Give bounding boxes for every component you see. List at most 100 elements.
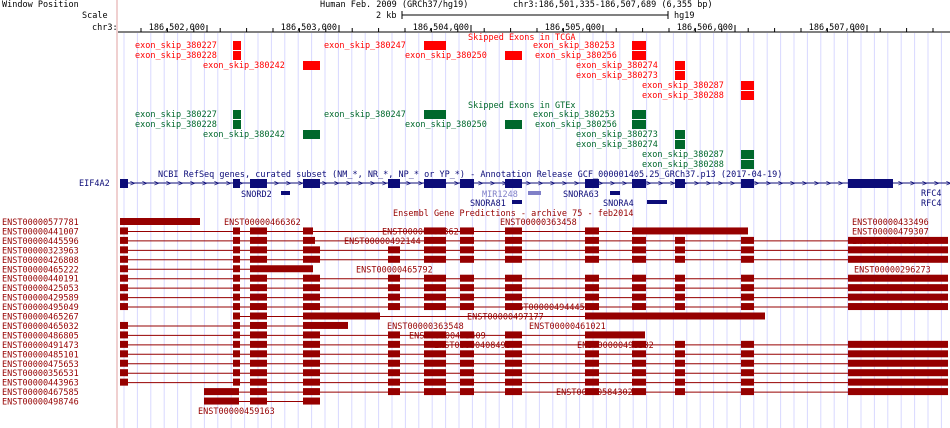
transcript-exon[interactable] [424, 303, 446, 311]
transcript-exon[interactable] [585, 274, 599, 282]
transcript-exon[interactable] [585, 227, 599, 235]
transcript-exon[interactable] [632, 369, 646, 377]
transcript-exon[interactable] [424, 236, 446, 244]
transcript-exon[interactable] [460, 293, 474, 301]
transcript-exon[interactable] [233, 255, 240, 263]
transcript-exon[interactable] [460, 274, 474, 282]
transcript-label[interactable]: ENST00000443963 [2, 379, 79, 389]
refseq-exon[interactable] [250, 179, 267, 188]
transcript-label[interactable]: ENST00000468362 [382, 227, 459, 237]
exon-skip-label[interactable]: exon_skip_380227 [135, 41, 217, 51]
transcript-exon[interactable] [120, 303, 128, 311]
refseq-exon[interactable] [505, 179, 522, 188]
transcript-exon[interactable] [675, 255, 685, 263]
transcript-exon[interactable] [848, 369, 948, 377]
transcript-exon[interactable] [585, 359, 599, 367]
transcript-exon[interactable] [233, 284, 240, 292]
transcript-exon[interactable] [204, 388, 239, 396]
transcript-exon[interactable] [848, 246, 948, 254]
transcript-exon[interactable] [848, 340, 948, 348]
transcript-exon[interactable] [675, 236, 685, 244]
transcript-exon[interactable] [250, 255, 267, 263]
transcript-exon[interactable] [585, 388, 599, 396]
transcript-exon[interactable] [424, 369, 446, 377]
transcript-exon[interactable] [505, 331, 522, 339]
transcript-exon[interactable] [388, 369, 400, 377]
gtex-track[interactable]: exon_skip_380227 exon_skip_380247 exon_ski… [135, 110, 754, 170]
exon-skip-feature[interactable] [741, 150, 754, 159]
refseq-exon[interactable] [388, 179, 400, 188]
transcript-exon[interactable] [250, 227, 267, 235]
transcript-exon[interactable] [233, 312, 240, 320]
ensembl-track[interactable]: ENST00000577781ENST00000441007ENST000004… [2, 218, 948, 417]
transcript-exon[interactable] [233, 321, 240, 329]
transcript-exon[interactable] [388, 274, 400, 282]
transcript-exon[interactable] [632, 350, 646, 358]
transcript-exon[interactable] [388, 293, 400, 301]
transcript-exon[interactable] [233, 227, 240, 235]
transcript-exon[interactable] [741, 303, 754, 311]
exon-skip-label[interactable]: exon_skip_380242 [203, 130, 285, 140]
transcript-exon[interactable] [424, 359, 446, 367]
transcript-label[interactable]: ENST00000425053 [2, 284, 79, 294]
transcript-exon[interactable] [632, 284, 646, 292]
transcript-exon[interactable] [120, 293, 128, 301]
transcript-exon[interactable] [675, 246, 685, 254]
transcript-exon[interactable] [505, 284, 522, 292]
transcript-exon[interactable] [424, 350, 446, 358]
transcript-label[interactable]: ENST00000465792 [356, 265, 433, 275]
transcript-label[interactable]: ENST00000492144 [344, 237, 421, 247]
transcript-exon[interactable] [388, 340, 400, 348]
transcript-exon[interactable] [741, 359, 754, 367]
refseq-exon[interactable] [120, 179, 128, 188]
exon-skip-label[interactable]: exon_skip_380242 [203, 61, 285, 71]
transcript-exon[interactable] [250, 397, 267, 405]
exon-skip-feature[interactable] [233, 120, 241, 129]
exon-skip-label[interactable]: exon_skip_380274 [576, 61, 658, 71]
transcript-exon[interactable] [505, 303, 522, 311]
transcript-label[interactable]: ENST00000497177 [467, 313, 544, 323]
transcript-exon[interactable] [460, 350, 474, 358]
transcript-label[interactable]: ENST00000465267 [2, 313, 79, 323]
refseq-exon[interactable] [303, 179, 320, 188]
transcript-exon[interactable] [250, 265, 313, 273]
exon-skip-feature[interactable] [675, 140, 685, 149]
exon-skip-feature[interactable] [741, 160, 754, 169]
transcript-exon[interactable] [585, 350, 599, 358]
transcript-exon[interactable] [741, 246, 754, 254]
transcript-exon[interactable] [632, 246, 646, 254]
transcript-exon[interactable] [303, 350, 320, 358]
small-rna-label[interactable]: MIR1248 [482, 190, 518, 200]
transcript-exon[interactable] [632, 359, 646, 367]
transcript-exon[interactable] [233, 359, 240, 367]
transcript-exon[interactable] [424, 274, 446, 282]
exon-skip-label[interactable]: exon_skip_380288 [642, 160, 724, 170]
transcript-exon[interactable] [120, 350, 128, 358]
transcript-exon[interactable] [585, 340, 599, 348]
transcript-exon[interactable] [632, 255, 646, 263]
exon-skip-label[interactable]: exon_skip_380227 [135, 110, 217, 120]
transcript-exon[interactable] [675, 378, 685, 386]
transcript-exon[interactable] [675, 274, 685, 282]
transcript-exon[interactable] [460, 246, 474, 254]
transcript-exon[interactable] [303, 303, 320, 311]
refseq-exon[interactable] [632, 179, 646, 188]
transcript-exon[interactable] [741, 274, 754, 282]
transcript-exon[interactable] [848, 274, 948, 282]
gene-label-eif4a2[interactable]: EIF4A2 [79, 179, 110, 189]
transcript-exon[interactable] [388, 359, 400, 367]
transcript-exon[interactable] [120, 321, 128, 329]
transcript-exon[interactable] [632, 340, 646, 348]
transcript-exon[interactable] [505, 255, 522, 263]
transcript-exon[interactable] [585, 255, 599, 263]
transcript-label[interactable]: ENST00000445596 [2, 237, 79, 247]
transcript-label[interactable]: ENST00000495049 [2, 303, 79, 313]
transcript-exon[interactable] [741, 369, 754, 377]
transcript-exon[interactable] [505, 378, 522, 386]
transcript-label[interactable]: ENST00000466362 [224, 218, 301, 228]
transcript-exon[interactable] [675, 350, 685, 358]
transcript-label[interactable]: ENST00000475409 [409, 331, 486, 341]
exon-skip-label[interactable]: exon_skip_380250 [405, 120, 487, 130]
transcript-exon[interactable] [233, 293, 240, 301]
transcript-exon[interactable] [585, 246, 599, 254]
